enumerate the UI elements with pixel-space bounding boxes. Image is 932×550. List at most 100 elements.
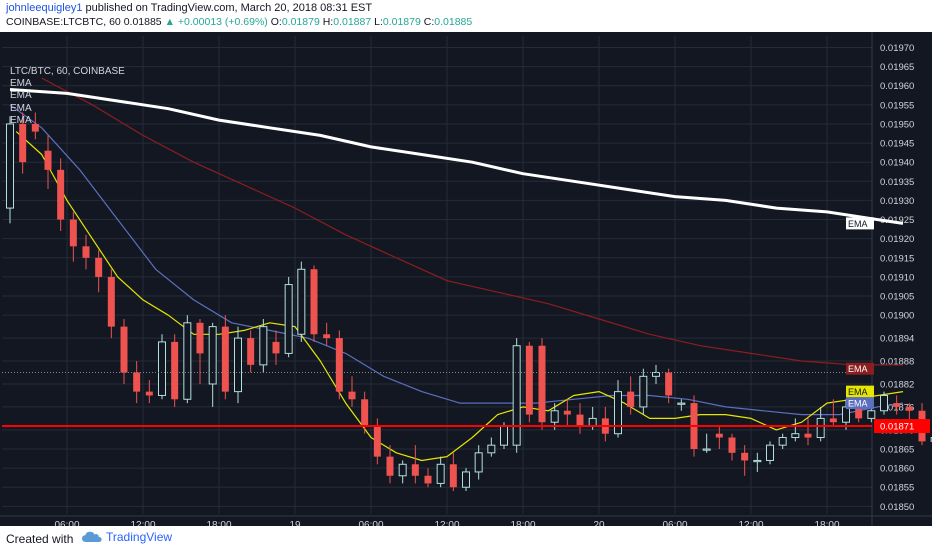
candle-body <box>550 410 559 423</box>
candle-body <box>614 391 622 435</box>
candle-body <box>31 123 39 132</box>
publish-line: johnleequigley1 published on TradingView… <box>6 2 372 14</box>
y-tick-label: 0.01930 <box>880 196 914 207</box>
high-label: H: <box>322 16 334 28</box>
close-label: C: <box>423 16 435 28</box>
brand-text[interactable]: TradingView <box>106 530 173 544</box>
candle-body <box>411 464 419 476</box>
chart-header: johnleequigley1 published on TradingView… <box>0 0 932 32</box>
open-value: 0.01879 <box>281 16 320 28</box>
candle-body <box>6 123 14 209</box>
chart-legend: LTC/BTC, 60, COINBASE EMA EMA EMA EMA <box>10 66 125 127</box>
footer: Created with TradingView <box>0 526 932 550</box>
tradingview-brand[interactable]: TradingView <box>82 530 172 544</box>
candle-body <box>120 326 128 373</box>
candle-body <box>95 257 103 277</box>
candle-body <box>398 463 407 477</box>
author-link[interactable]: johnleequigley1 <box>6 2 83 14</box>
x-tick-label: 06:00 <box>54 520 79 526</box>
y-tick-label: 0.01925 <box>880 215 914 226</box>
symbol-text: COINBASE:LTCBTC, 60 <box>6 16 121 28</box>
candle-body <box>627 391 635 407</box>
candle-body <box>259 326 268 366</box>
candle-body <box>449 464 457 488</box>
y-tick-label: 0.01935 <box>880 177 914 188</box>
y-tick-label: 0.01920 <box>880 234 914 245</box>
candle-body <box>436 463 445 484</box>
y-tick-label: 0.01965 <box>880 62 914 73</box>
candle-body <box>297 268 306 335</box>
ema-marker-label: EMA <box>848 219 868 229</box>
x-tick-label: 18:00 <box>814 520 839 526</box>
y-tick-label: 0.01970 <box>880 43 914 54</box>
y-tick-label: 0.01888 <box>880 357 914 368</box>
candle-body <box>576 414 584 427</box>
y-tick-label: 0.01865 <box>880 444 914 455</box>
ema-marker-label: EMA <box>848 387 868 397</box>
candle-body <box>158 341 166 396</box>
y-tick-label: 0.01960 <box>880 81 914 92</box>
candle-body <box>171 341 179 400</box>
candle-body <box>183 322 192 400</box>
candle-body <box>424 475 432 484</box>
ema-marker-tag <box>846 385 874 398</box>
candle-body <box>107 276 115 327</box>
candle-body <box>766 444 774 461</box>
x-tick-label: 19 <box>289 520 301 526</box>
ema-blue-line <box>9 104 904 416</box>
candle-body <box>538 345 546 423</box>
candle-body <box>335 338 343 392</box>
x-tick-label: 18:00 <box>510 520 535 526</box>
candle-body <box>791 433 800 439</box>
candle-body <box>474 452 483 473</box>
candle-body <box>82 246 90 258</box>
candle-body <box>804 433 812 438</box>
candle-body <box>69 219 77 247</box>
y-tick-label: 0.01915 <box>880 253 914 264</box>
candle-body <box>563 410 571 415</box>
x-tick-label: 18:00 <box>206 520 231 526</box>
candle-body <box>500 425 508 446</box>
x-tick-label: 20 <box>593 520 605 526</box>
y-tick-label: 0.01850 <box>880 502 914 513</box>
ema-marker-tag <box>846 217 874 230</box>
ema-marker-label: EMA <box>848 399 868 409</box>
legend-ema-1[interactable]: EMA <box>10 78 32 90</box>
candle-body <box>702 448 711 451</box>
x-tick-label: 12:00 <box>738 520 763 526</box>
legend-ema-3[interactable]: EMA <box>10 102 32 114</box>
candle-body <box>893 403 901 407</box>
y-tick-label: 0.01945 <box>880 139 914 150</box>
candle-body <box>284 284 293 354</box>
candle-body <box>310 269 318 335</box>
legend-ema-2[interactable]: EMA <box>10 90 32 102</box>
quote-line: COINBASE:LTCBTC, 60 0.01885 ▲ +0.00013 (… <box>6 16 472 28</box>
candle-body <box>133 372 141 392</box>
candle-body <box>715 433 723 438</box>
legend-ema-4[interactable]: EMA <box>10 114 32 126</box>
support-price-label: 0.01871 <box>880 422 914 433</box>
candle-body <box>247 338 255 365</box>
candle-body <box>855 406 863 419</box>
y-tick-label: 0.01950 <box>880 119 914 130</box>
candle-body <box>361 399 369 427</box>
candle-body <box>44 150 52 170</box>
y-tick-label: 0.01894 <box>880 334 914 345</box>
candle-body <box>842 406 850 423</box>
candle-body <box>829 418 837 423</box>
x-tick-label: 12:00 <box>434 520 459 526</box>
chart-area[interactable]: 0.01970 0.01965 0.01960 0.01955 0.01950 0.019… <box>0 32 932 531</box>
low-value: 0.01879 <box>382 16 421 28</box>
candle-body <box>57 169 65 220</box>
candlestick-chart[interactable]: 0.01970 0.01965 0.01960 0.01955 0.01950 0.019… <box>0 32 932 531</box>
candle-body <box>741 452 749 461</box>
candle-body <box>462 471 470 488</box>
low-label: L: <box>374 16 383 28</box>
candle-body <box>867 410 876 419</box>
candle-body <box>373 426 381 457</box>
published-text: published on TradingView.com, March 20, … <box>85 2 373 14</box>
ema-white-line <box>9 88 904 225</box>
high-value: 0.01887 <box>333 16 372 28</box>
candle-body <box>221 326 229 392</box>
candle-body <box>208 326 217 385</box>
